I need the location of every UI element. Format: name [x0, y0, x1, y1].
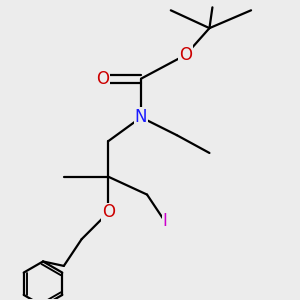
Text: O: O [96, 70, 109, 88]
Text: O: O [102, 203, 115, 221]
Text: O: O [179, 46, 192, 64]
Text: I: I [162, 212, 167, 230]
Text: N: N [135, 108, 147, 126]
